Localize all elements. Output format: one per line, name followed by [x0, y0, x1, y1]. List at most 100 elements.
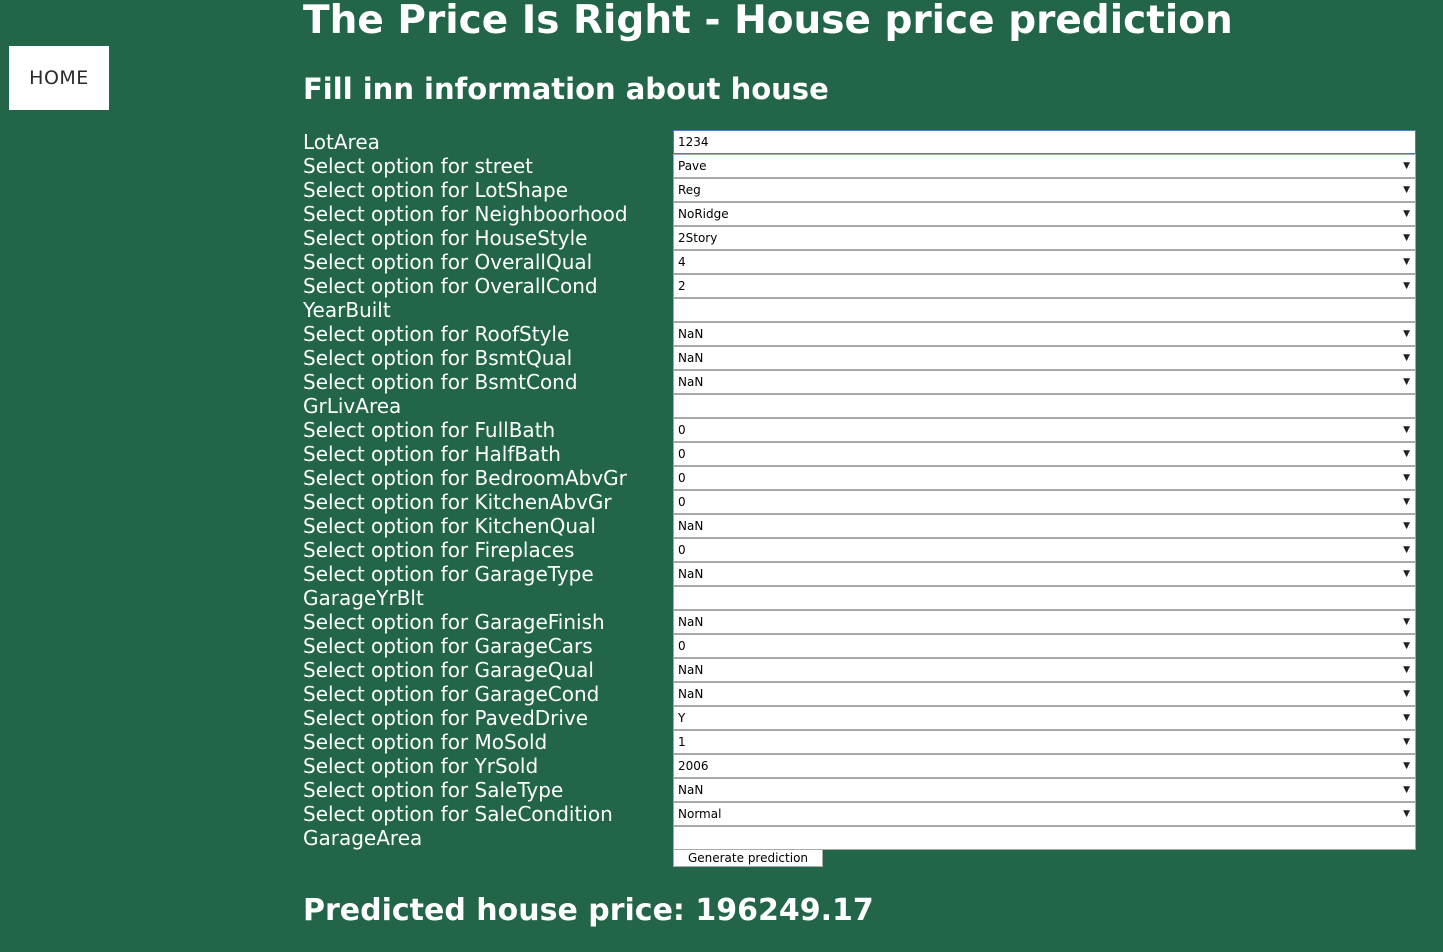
house-form: LotArea 1234 Select option for street Pave ▼…: [303, 130, 1416, 850]
overallcond-label: Select option for OverallCond: [303, 274, 598, 298]
garagecars-label: Select option for GarageCars: [303, 634, 593, 658]
form-row-fullbath: Select option for FullBath 0 ▼: [303, 418, 1416, 442]
form-heading: Fill inn information about house: [303, 72, 829, 106]
fullbath-select[interactable]: 0 ▼: [673, 418, 1416, 442]
form-row-neighborhood: Select option for Neighboorhood NoRidge ▼: [303, 202, 1416, 226]
mosold-value: 1: [678, 735, 686, 749]
chevron-down-icon: ▼: [1403, 257, 1410, 267]
salecondition-select[interactable]: Normal ▼: [673, 802, 1416, 826]
salecondition-label: Select option for SaleCondition: [303, 802, 613, 826]
garagetype-select[interactable]: NaN ▼: [673, 562, 1416, 586]
saletype-value: NaN: [678, 783, 704, 797]
page-title: The Price Is Right - House price predict…: [303, 0, 1233, 43]
kitchenqual-label: Select option for KitchenQual: [303, 514, 596, 538]
overallqual-select[interactable]: 4 ▼: [673, 250, 1416, 274]
chevron-down-icon: ▼: [1403, 425, 1410, 435]
chevron-down-icon: ▼: [1403, 641, 1410, 651]
mosold-label: Select option for MoSold: [303, 730, 548, 754]
form-row-kitchenqual: Select option for KitchenQual NaN ▼: [303, 514, 1416, 538]
home-button[interactable]: HOME: [9, 46, 109, 110]
chevron-down-icon: ▼: [1403, 281, 1410, 291]
form-row-grlivarea: GrLivArea: [303, 394, 1416, 418]
neighborhood-label: Select option for Neighboorhood: [303, 202, 628, 226]
overallqual-label: Select option for OverallQual: [303, 250, 593, 274]
street-value: Pave: [678, 159, 707, 173]
form-row-yrsold: Select option for YrSold 2006 ▼: [303, 754, 1416, 778]
halfbath-select[interactable]: 0 ▼: [673, 442, 1416, 466]
street-label: Select option for street: [303, 154, 534, 178]
lotarea-label: LotArea: [303, 130, 380, 154]
chevron-down-icon: ▼: [1403, 353, 1410, 363]
form-row-garagequal: Select option for GarageQual NaN ▼: [303, 658, 1416, 682]
chevron-down-icon: ▼: [1403, 737, 1410, 747]
form-row-garagecond: Select option for GarageCond NaN ▼: [303, 682, 1416, 706]
chevron-down-icon: ▼: [1403, 209, 1410, 219]
bedroomabvgr-select[interactable]: 0 ▼: [673, 466, 1416, 490]
lotarea-value: 1234: [678, 135, 709, 149]
yearbuilt-label: YearBuilt: [303, 298, 391, 322]
garageyrblt-input[interactable]: [673, 586, 1416, 610]
yrsold-select[interactable]: 2006 ▼: [673, 754, 1416, 778]
chevron-down-icon: ▼: [1403, 473, 1410, 483]
form-row-fireplaces: Select option for Fireplaces 0 ▼: [303, 538, 1416, 562]
kitchenqual-select[interactable]: NaN ▼: [673, 514, 1416, 538]
kitchenabvgr-value: 0: [678, 495, 686, 509]
garagecars-select[interactable]: 0 ▼: [673, 634, 1416, 658]
kitchenabvgr-select[interactable]: 0 ▼: [673, 490, 1416, 514]
form-row-garagetype: Select option for GarageType NaN ▼: [303, 562, 1416, 586]
housestyle-select[interactable]: 2Story ▼: [673, 226, 1416, 250]
mosold-select[interactable]: 1 ▼: [673, 730, 1416, 754]
form-row-kitchenabvgr: Select option for KitchenAbvGr 0 ▼: [303, 490, 1416, 514]
bsmtqual-value: NaN: [678, 351, 704, 365]
form-row-overallqual: Select option for OverallQual 4 ▼: [303, 250, 1416, 274]
chevron-down-icon: ▼: [1403, 809, 1410, 819]
form-row-overallcond: Select option for OverallCond 2 ▼: [303, 274, 1416, 298]
roofstyle-value: NaN: [678, 327, 704, 341]
grlivarea-label: GrLivArea: [303, 394, 402, 418]
lotshape-select[interactable]: Reg ▼: [673, 178, 1416, 202]
form-row-yearbuilt: YearBuilt: [303, 298, 1416, 322]
garagequal-select[interactable]: NaN ▼: [673, 658, 1416, 682]
overallcond-select[interactable]: 2 ▼: [673, 274, 1416, 298]
bsmtqual-select[interactable]: NaN ▼: [673, 346, 1416, 370]
chevron-down-icon: ▼: [1403, 497, 1410, 507]
form-row-garagefinish: Select option for GarageFinish NaN ▼: [303, 610, 1416, 634]
garagearea-label: GarageArea: [303, 826, 423, 850]
paveddrive-value: Y: [678, 711, 686, 725]
kitchenqual-value: NaN: [678, 519, 704, 533]
fireplaces-label: Select option for Fireplaces: [303, 538, 575, 562]
chevron-down-icon: ▼: [1403, 161, 1410, 171]
grlivarea-input[interactable]: [673, 394, 1416, 418]
garagefinish-label: Select option for GarageFinish: [303, 610, 605, 634]
form-row-bedroomabvgr: Select option for BedroomAbvGr 0 ▼: [303, 466, 1416, 490]
lotarea-input[interactable]: 1234: [673, 130, 1416, 154]
bsmtcond-select[interactable]: NaN ▼: [673, 370, 1416, 394]
yearbuilt-input[interactable]: [673, 298, 1416, 322]
saletype-select[interactable]: NaN ▼: [673, 778, 1416, 802]
fireplaces-value: 0: [678, 543, 686, 557]
bsmtcond-label: Select option for BsmtCond: [303, 370, 578, 394]
overallcond-value: 2: [678, 279, 686, 293]
generate-prediction-button[interactable]: Generate prediction: [673, 849, 823, 867]
form-row-bsmtqual: Select option for BsmtQual NaN ▼: [303, 346, 1416, 370]
form-row-roofstyle: Select option for RoofStyle NaN ▼: [303, 322, 1416, 346]
overallqual-value: 4: [678, 255, 686, 269]
garagecars-value: 0: [678, 639, 686, 653]
chevron-down-icon: ▼: [1403, 569, 1410, 579]
form-row-bsmtcond: Select option for BsmtCond NaN ▼: [303, 370, 1416, 394]
chevron-down-icon: ▼: [1403, 785, 1410, 795]
lotshape-label: Select option for LotShape: [303, 178, 569, 202]
neighborhood-select[interactable]: NoRidge ▼: [673, 202, 1416, 226]
garagecond-select[interactable]: NaN ▼: [673, 682, 1416, 706]
roofstyle-select[interactable]: NaN ▼: [673, 322, 1416, 346]
form-row-street: Select option for street Pave ▼: [303, 154, 1416, 178]
form-row-paveddrive: Select option for PavedDrive Y ▼: [303, 706, 1416, 730]
form-row-garagearea: GarageArea: [303, 826, 1416, 850]
garagearea-input[interactable]: [673, 826, 1416, 850]
paveddrive-label: Select option for PavedDrive: [303, 706, 589, 730]
garagefinish-select[interactable]: NaN ▼: [673, 610, 1416, 634]
paveddrive-select[interactable]: Y ▼: [673, 706, 1416, 730]
form-row-salecondition: Select option for SaleCondition Normal ▼: [303, 802, 1416, 826]
fireplaces-select[interactable]: 0 ▼: [673, 538, 1416, 562]
street-select[interactable]: Pave ▼: [673, 154, 1416, 178]
